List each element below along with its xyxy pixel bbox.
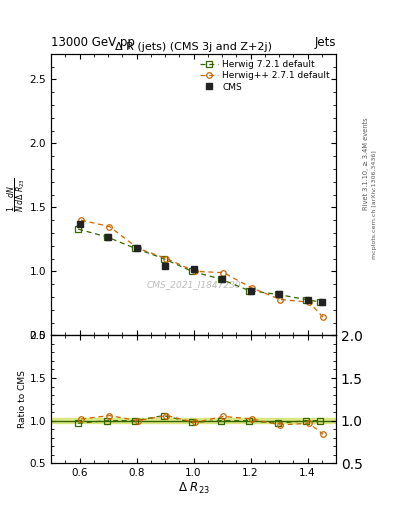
Herwig++ 2.7.1 default xyxy=(193,268,197,274)
Herwig 7.2.1 default xyxy=(190,268,195,274)
Herwig 7.2.1 default xyxy=(318,299,323,305)
CMS xyxy=(77,221,82,227)
X-axis label: $\Delta\ R_{23}$: $\Delta\ R_{23}$ xyxy=(178,481,209,496)
CMS xyxy=(191,266,196,272)
Herwig++ 2.7.1 default xyxy=(136,245,140,251)
CMS xyxy=(320,299,324,305)
CMS xyxy=(277,291,281,297)
Herwig 7.2.1 default xyxy=(76,226,81,232)
Herwig++ 2.7.1 default xyxy=(79,217,83,223)
Line: Herwig++ 2.7.1 default: Herwig++ 2.7.1 default xyxy=(78,218,326,320)
Herwig++ 2.7.1 default xyxy=(221,269,226,275)
CMS xyxy=(248,288,253,294)
CMS xyxy=(134,245,139,251)
Title: Δ R (jets) (CMS 3j and Z+2j): Δ R (jets) (CMS 3j and Z+2j) xyxy=(115,41,272,52)
Herwig 7.2.1 default xyxy=(275,291,280,297)
Herwig 7.2.1 default xyxy=(247,288,252,294)
Herwig++ 2.7.1 default xyxy=(107,223,112,229)
CMS xyxy=(220,276,224,282)
Text: Jets: Jets xyxy=(314,36,336,49)
Y-axis label: Ratio to CMS: Ratio to CMS xyxy=(18,370,27,429)
Herwig 7.2.1 default xyxy=(161,255,166,262)
Herwig++ 2.7.1 default xyxy=(250,285,254,291)
Text: Rivet 3.1.10, ≥ 3.4M events: Rivet 3.1.10, ≥ 3.4M events xyxy=(363,118,369,210)
Herwig++ 2.7.1 default xyxy=(164,255,169,262)
Herwig++ 2.7.1 default xyxy=(278,296,283,303)
Herwig++ 2.7.1 default xyxy=(321,314,325,321)
Text: mcplots.cern.ch [arXiv:1306.3436]: mcplots.cern.ch [arXiv:1306.3436] xyxy=(372,151,376,259)
Herwig 7.2.1 default xyxy=(218,276,223,282)
Herwig 7.2.1 default xyxy=(304,296,309,303)
Line: Herwig 7.2.1 default: Herwig 7.2.1 default xyxy=(75,226,323,305)
Y-axis label: $\frac{1}{N}\frac{dN}{d\Delta\ R_{23}}$: $\frac{1}{N}\frac{dN}{d\Delta\ R_{23}}$ xyxy=(6,177,28,212)
Text: CMS_2021_I1847230: CMS_2021_I1847230 xyxy=(146,280,241,289)
Legend: Herwig 7.2.1 default, Herwig++ 2.7.1 default, CMS: Herwig 7.2.1 default, Herwig++ 2.7.1 def… xyxy=(198,58,332,93)
CMS xyxy=(305,296,310,303)
Herwig++ 2.7.1 default xyxy=(307,299,311,305)
Herwig 7.2.1 default xyxy=(104,233,109,240)
CMS xyxy=(163,263,167,269)
Text: 13000 GeV pp: 13000 GeV pp xyxy=(51,36,135,49)
CMS xyxy=(106,233,110,240)
Line: CMS: CMS xyxy=(77,221,325,305)
Herwig 7.2.1 default xyxy=(133,245,138,251)
